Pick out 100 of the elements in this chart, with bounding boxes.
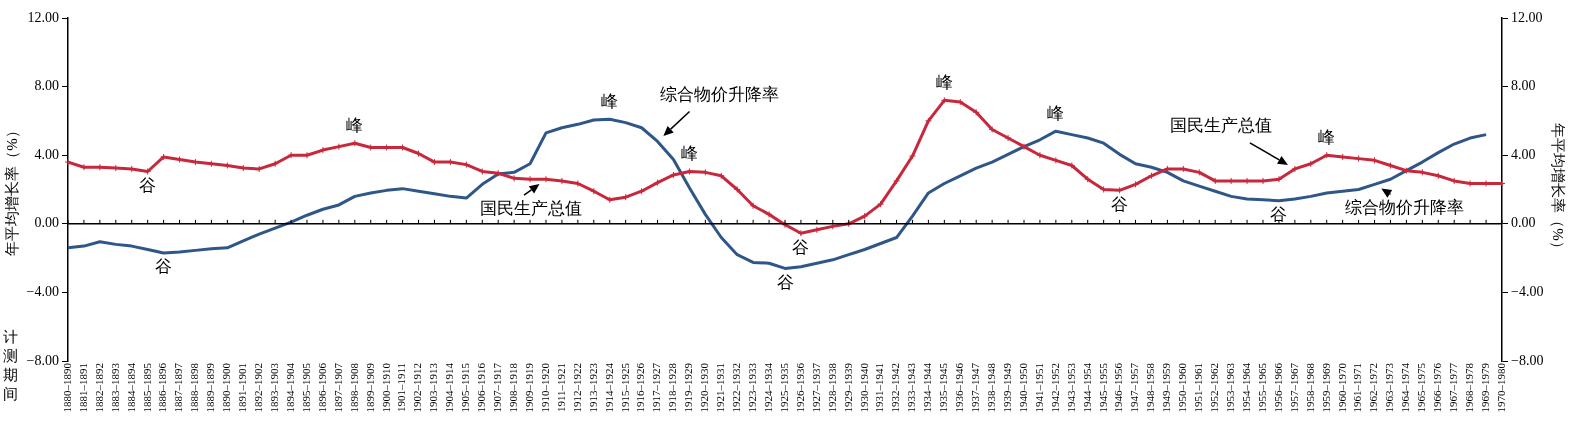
- x-tick-label: 1949–1959: [1160, 362, 1173, 413]
- x-tick-label: 1911–1921: [554, 363, 567, 413]
- x-tick-label: 1953–1963: [1224, 362, 1237, 413]
- x-tick-label: 1880–1890: [60, 362, 73, 413]
- x-tick-label: 1956–1966: [1271, 362, 1284, 413]
- x-tick-label: 1902–1912: [411, 363, 424, 413]
- x-tick-label: 1890–1900: [220, 362, 233, 413]
- x-tick-label: 1932–1942: [889, 363, 902, 413]
- x-tick-label: 1910–1920: [538, 362, 551, 413]
- x-tick-label: 1891–1901: [236, 363, 249, 413]
- annotation: 国民生产总值: [1169, 116, 1272, 136]
- y2-tick-label: 12.00: [1511, 9, 1543, 25]
- x-tick-label: 1884–1894: [124, 362, 137, 413]
- x-tick-label: 1957–1967: [1287, 362, 1300, 413]
- x-tick-label: 1966–1976: [1431, 362, 1444, 413]
- x-tick-label: 1908–1918: [507, 362, 520, 413]
- x-tick-label: 1951–1961: [1192, 363, 1205, 413]
- x-tick-label: 1936–1946: [953, 362, 966, 413]
- x-tick-label: 1903–1913: [427, 362, 440, 413]
- x-tick-label: 1907–1917: [491, 362, 504, 413]
- x-tick-label: 1919–1929: [682, 362, 695, 413]
- x-tick-label: 1937–1947: [969, 362, 982, 413]
- x-tick-label: 1894–1904: [283, 362, 296, 413]
- annotation: 峰: [680, 143, 698, 163]
- x-tick-label: 1899–1909: [363, 362, 376, 413]
- x-tick-label: 1940–1950: [1016, 362, 1029, 413]
- annotation: 峰: [1318, 127, 1336, 147]
- x-tick-label: 1944–1954: [1080, 362, 1093, 413]
- x-tick-label: 1883–1893: [108, 362, 121, 413]
- x-tick-label: 1947–1957: [1128, 362, 1141, 413]
- annotation: 峰: [346, 115, 364, 135]
- x-tick-label: 1916–1926: [634, 362, 647, 413]
- x-tick-label: 1900–1910: [379, 362, 392, 413]
- x-tick-label: 1897–1907: [331, 362, 344, 413]
- x-tick-label: 1942–1952: [1048, 363, 1061, 413]
- x-tick-label: 1941–1951: [1032, 363, 1045, 413]
- x-tick-label: 1885–1895: [140, 362, 153, 413]
- x-tick-label: 1906–1916: [475, 362, 488, 413]
- annotation: 综合物价升降率: [1345, 197, 1465, 217]
- x-tick-label: 1889–1899: [204, 362, 217, 413]
- x-tick-label: 1896–1906: [315, 362, 328, 413]
- annotation: 谷: [139, 175, 157, 195]
- x-tick-label: 1928–1938: [825, 362, 838, 413]
- x-tick-label: 1965–1975: [1415, 362, 1428, 413]
- x-tick-label: 1960–1970: [1335, 362, 1348, 413]
- x-tick-label: 1959–1969: [1319, 362, 1332, 413]
- x-tick-label: 1935–1945: [937, 362, 950, 413]
- x-tick-label: 1929–1939: [841, 362, 854, 413]
- x-tick-label: 1887–1897: [172, 362, 185, 413]
- x-tick-label: 1964–1974: [1399, 362, 1412, 413]
- y2-tick-label: 0.00: [1511, 215, 1536, 231]
- x-tick-label: 1970–1980: [1494, 362, 1507, 413]
- x-tick-label: 1927–1937: [809, 362, 822, 413]
- x-tick-label: 1886–1896: [156, 362, 169, 413]
- x-tick-label: 1954–1964: [1239, 362, 1252, 413]
- x-tick-label: 1945–1955: [1096, 362, 1109, 413]
- x-tick-label: 1918–1928: [666, 362, 679, 413]
- x-tick-label: 1888–1898: [188, 362, 201, 413]
- annotation: 谷: [776, 272, 794, 292]
- y-tick-label: −8.00: [26, 352, 59, 368]
- y-tick-label: 4.00: [34, 146, 59, 162]
- x-tick-label: 1952–1962: [1208, 363, 1221, 413]
- y-axis-title: 年平均增长率（%）: [3, 123, 20, 256]
- x-tick-label: 1893–1903: [268, 362, 281, 413]
- y-tick-label: 0.00: [34, 215, 59, 231]
- x-tick-label: 1948–1958: [1144, 362, 1157, 413]
- y2-tick-label: 8.00: [1511, 78, 1536, 94]
- x-tick-label: 1938–1948: [985, 362, 998, 413]
- x-tick-label: 1914–1924: [602, 362, 615, 413]
- y-tick-label: 12.00: [27, 9, 59, 25]
- x-tick-label: 1931–1941: [873, 363, 886, 413]
- x-tick-label: 1943–1953: [1064, 362, 1077, 413]
- x-tick-label: 1904–1914: [443, 362, 456, 413]
- x-tick-label: 1917–1927: [650, 362, 663, 413]
- annotation: 峰: [935, 72, 953, 92]
- x-tick-label: 1901–1911: [395, 363, 408, 413]
- y2-tick-label: 4.00: [1511, 146, 1536, 162]
- y2-axis-title: 年平均增长率（%）: [1550, 123, 1567, 256]
- y2-tick-label: −4.00: [1511, 284, 1544, 300]
- x-tick-label: 1930–1940: [857, 362, 870, 413]
- x-tick-label: 1963–1973: [1383, 362, 1396, 413]
- annotation: 谷: [1270, 205, 1288, 225]
- x-axis-title: 计测期间: [3, 328, 19, 404]
- x-tick-label: 1925–1935: [777, 362, 790, 413]
- x-tick-label: 1882–1892: [92, 363, 105, 413]
- annotation: 峰: [601, 91, 619, 111]
- annotation: 谷: [155, 257, 173, 277]
- x-tick-label: 1915–1925: [618, 362, 631, 413]
- annotation: 综合物价升降率: [660, 84, 780, 104]
- x-tick-label: 1892–1902: [252, 363, 265, 413]
- annotation: 谷: [1111, 194, 1129, 214]
- x-tick-label: 1934–1944: [921, 362, 934, 413]
- annotation: 谷: [792, 237, 810, 257]
- x-tick-label: 1955–1965: [1255, 362, 1268, 413]
- x-tick-label: 1912–1922: [570, 363, 583, 413]
- y-tick-label: −4.00: [26, 284, 59, 300]
- x-tick-label: 1924–1934: [761, 362, 774, 413]
- x-tick-label: 1905–1915: [459, 362, 472, 413]
- y-tick-label: 8.00: [34, 78, 59, 94]
- x-tick-label: 1950–1960: [1176, 362, 1189, 413]
